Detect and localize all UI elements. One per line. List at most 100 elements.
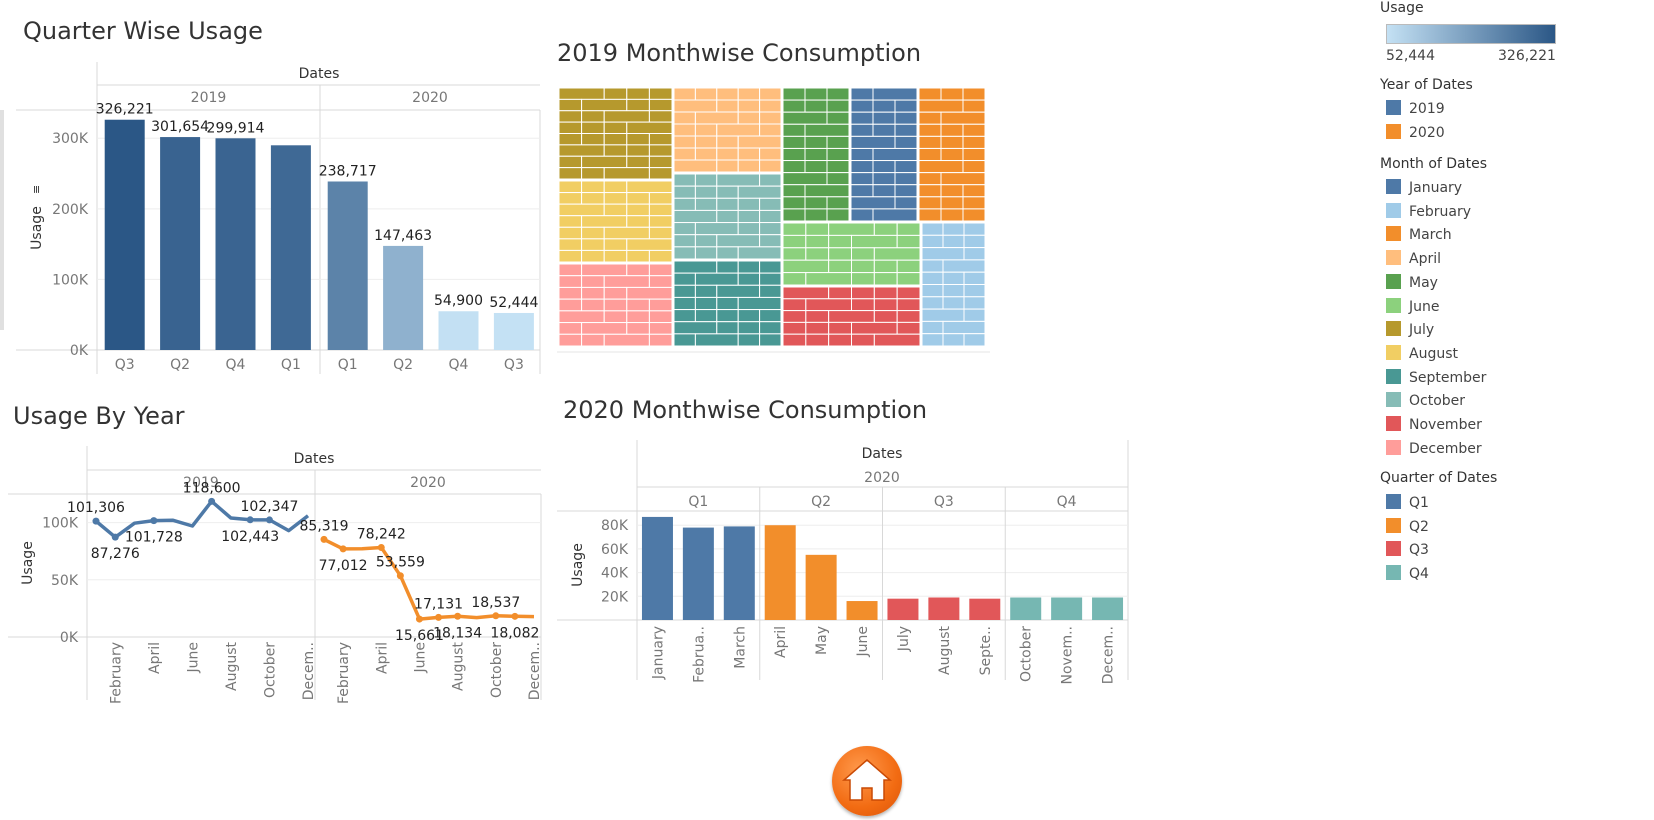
treemap-cell xyxy=(759,333,782,347)
legend-item[interactable]: 2020 xyxy=(1386,123,1445,142)
data-label: 147,463 xyxy=(374,228,432,244)
data-point xyxy=(454,612,462,620)
legend-item[interactable]: April xyxy=(1386,250,1441,268)
x-tick-label: Decem.. xyxy=(527,642,543,700)
x-tick-label: June xyxy=(412,642,428,674)
legend-item[interactable]: Q3 xyxy=(1386,541,1429,559)
x-tick-label: October xyxy=(262,642,278,698)
bar xyxy=(1051,597,1083,620)
x-tick-label: October xyxy=(1019,626,1035,682)
x-tick-label: May xyxy=(814,626,830,655)
treemap-month-september xyxy=(673,260,782,347)
x-tick-label: Februa.. xyxy=(691,626,707,683)
group-label: Q2 xyxy=(811,494,831,510)
legend-label: 2020 xyxy=(1409,124,1445,141)
treemap-month-october xyxy=(673,173,782,260)
legend-item[interactable]: January xyxy=(1386,179,1462,197)
legend-item[interactable]: Q1 xyxy=(1386,494,1429,512)
legend-swatch xyxy=(1386,273,1401,289)
treemap-cell xyxy=(648,167,673,180)
bar xyxy=(493,312,534,350)
data-label: 102,347 xyxy=(241,499,299,515)
data-label: 54,900 xyxy=(434,293,483,309)
legend-swatch xyxy=(1386,297,1401,313)
legend-label: September xyxy=(1409,369,1487,386)
treemap-month-february xyxy=(921,222,986,347)
legend-item[interactable]: September xyxy=(1386,368,1487,387)
legend-label: February xyxy=(1409,203,1472,220)
data-label: 18,082 xyxy=(490,625,539,641)
series-line xyxy=(94,499,310,539)
data-label: 301,654 xyxy=(151,119,209,135)
legend-item[interactable]: November xyxy=(1386,416,1482,434)
treemap-month-december xyxy=(558,263,673,347)
treemap-cell xyxy=(737,246,782,260)
x-tick-label: Q4 xyxy=(226,357,246,373)
x-tick-label: Novem.. xyxy=(1060,626,1076,684)
data-label: 77,012 xyxy=(319,558,368,574)
treemap-cell xyxy=(896,272,921,286)
legend-label: April xyxy=(1409,251,1441,268)
legend-swatch xyxy=(1386,517,1401,533)
bar xyxy=(270,145,311,350)
bar xyxy=(764,525,796,620)
treemap-month-june xyxy=(782,222,921,286)
data-label: 17,131 xyxy=(414,596,463,612)
legend-swatch xyxy=(1386,494,1401,509)
legend-item[interactable]: August xyxy=(1386,344,1458,363)
legend-swatch xyxy=(1386,321,1401,337)
treemap-month-march xyxy=(918,87,986,222)
group-label: 2019 xyxy=(191,90,227,106)
x-tick-label: Decem.. xyxy=(301,642,317,700)
legend-swatch xyxy=(1386,344,1401,360)
y-tick-label: 0K xyxy=(70,343,89,359)
legend-label: Q2 xyxy=(1409,518,1429,535)
bar xyxy=(1010,597,1042,620)
legend-item[interactable]: July xyxy=(1386,321,1434,339)
bar xyxy=(682,527,714,620)
quarter-chart-title: Quarter Wise Usage xyxy=(23,17,263,45)
y-axis-label: Usage xyxy=(570,543,586,587)
y-tick-label: 80K xyxy=(601,518,629,534)
y-tick-label: 300K xyxy=(52,131,89,147)
legend-item[interactable]: February xyxy=(1386,202,1472,221)
x-tick-label: April xyxy=(773,626,789,658)
treemap-month-may xyxy=(782,87,850,222)
legend-item[interactable]: March xyxy=(1386,226,1452,244)
y-tick-label: 100K xyxy=(52,272,89,288)
home-icon xyxy=(841,759,893,801)
legend-item[interactable]: June xyxy=(1386,297,1440,316)
bar xyxy=(723,526,755,620)
data-label: 238,717 xyxy=(319,163,377,179)
legend-item[interactable]: Q4 xyxy=(1386,565,1429,583)
home-button[interactable] xyxy=(832,746,902,816)
legend-swatch xyxy=(1386,226,1401,242)
x-tick-label: February xyxy=(336,642,352,704)
legend-item[interactable]: Q2 xyxy=(1386,517,1429,536)
data-point xyxy=(111,533,119,541)
legend-item[interactable]: December xyxy=(1386,439,1482,458)
data-point xyxy=(492,612,500,620)
data-point xyxy=(415,615,423,623)
legend-item[interactable]: October xyxy=(1386,392,1465,410)
x-tick-label: June xyxy=(855,626,871,658)
data-label: 101,728 xyxy=(125,530,183,546)
data-label: 102,443 xyxy=(221,529,279,545)
legend-swatch xyxy=(1386,439,1401,455)
legend-swatch xyxy=(1386,179,1401,194)
group-label: 2019 xyxy=(183,475,219,491)
data-label: 118,600 xyxy=(183,480,241,496)
treemap-cell xyxy=(826,208,850,222)
month-legend-title: Month of Dates xyxy=(1380,156,1488,172)
legend-label: July xyxy=(1409,322,1435,339)
x-tick-label: March xyxy=(732,626,748,669)
legend-item[interactable]: 2019 xyxy=(1386,100,1445,118)
bar xyxy=(383,245,424,350)
legend-item[interactable]: May xyxy=(1386,273,1438,292)
data-point xyxy=(92,517,100,525)
y-tick-label: 20K xyxy=(601,589,629,605)
treemap-month-january xyxy=(850,87,918,222)
legend-swatch xyxy=(1386,250,1401,266)
data-label: 299,914 xyxy=(207,120,265,136)
